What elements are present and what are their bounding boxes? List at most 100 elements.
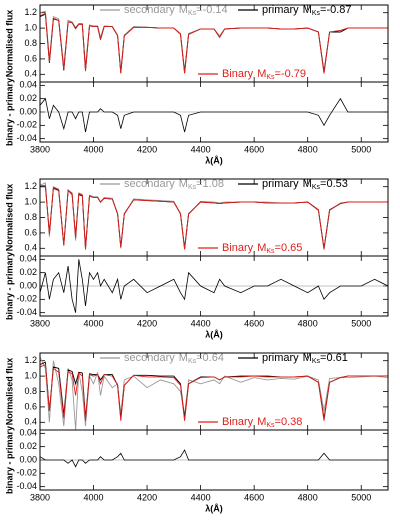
legend-entry: primary MKs=-0.87 bbox=[262, 4, 352, 17]
magnitude: 0.65 bbox=[281, 242, 302, 254]
magnitude: 0.38 bbox=[281, 416, 302, 428]
legend-name: Binary bbox=[222, 242, 254, 254]
x-tick-label: 4200 bbox=[137, 318, 157, 328]
magnitude-subscript: Ks bbox=[266, 248, 275, 255]
legend-name: secondary bbox=[124, 352, 175, 364]
y-tick-label: 0.8 bbox=[24, 38, 37, 48]
magnitude-symbol: M bbox=[303, 178, 312, 190]
legend-name: primary bbox=[262, 4, 299, 16]
x-tick-label: 5000 bbox=[351, 144, 371, 154]
equals: = bbox=[196, 4, 202, 16]
magnitude-subscript: Ks bbox=[266, 74, 275, 81]
y-tick-label: 0.04 bbox=[19, 80, 37, 90]
y-tick-label: 0.04 bbox=[19, 254, 37, 264]
x-tick-label: 5000 bbox=[351, 492, 371, 502]
x-tick-label: 4600 bbox=[244, 144, 264, 154]
x-tick-label: 3800 bbox=[30, 144, 50, 154]
y-tick-label: 0.6 bbox=[24, 401, 37, 411]
equals: = bbox=[196, 178, 202, 190]
y-axis-label: binary - primary bbox=[4, 252, 14, 320]
magnitude: 0.53 bbox=[326, 178, 347, 190]
legend-entry: primary MKs=0.53 bbox=[262, 178, 348, 191]
y-tick-label: 0.02 bbox=[19, 267, 37, 277]
magnitude: 0.61 bbox=[326, 352, 347, 364]
spectrum-line bbox=[40, 184, 388, 250]
magnitude-subscript: Ks bbox=[312, 184, 321, 191]
magnitude-symbol: M bbox=[257, 416, 266, 428]
x-tick-label: 4000 bbox=[84, 492, 104, 502]
x-tick-label: 5000 bbox=[351, 318, 371, 328]
spectrum-line bbox=[40, 356, 388, 430]
x-tick-label: 3800 bbox=[30, 318, 50, 328]
magnitude-symbol: M bbox=[257, 68, 266, 80]
y-tick-label: 0.4 bbox=[24, 69, 37, 79]
magnitude: -0.79 bbox=[281, 68, 306, 80]
axes-frame bbox=[39, 255, 389, 317]
x-tick-label: 4200 bbox=[137, 492, 157, 502]
x-axis-label: λ(Å) bbox=[205, 155, 223, 165]
residual-line bbox=[40, 259, 388, 313]
y-tick-label: 0.02 bbox=[19, 93, 37, 103]
legend-name: Binary bbox=[222, 68, 254, 80]
magnitude: 0.64 bbox=[203, 352, 224, 364]
y-tick-label: -0.04 bbox=[16, 481, 37, 491]
legend-entry: primary MKs=0.61 bbox=[262, 352, 348, 365]
panel: 0.4 0.6 0.8 1.0 1.2 Normalised flux -0.04 -0.02… bbox=[4, 352, 389, 513]
magnitude-symbol: M bbox=[179, 178, 188, 190]
y-tick-label: 0.02 bbox=[19, 441, 37, 451]
magnitude-subscript: Ks bbox=[312, 10, 321, 17]
x-tick-label: 4800 bbox=[298, 492, 318, 502]
y-tick-label: 0.4 bbox=[24, 243, 37, 253]
magnitude: -0.14 bbox=[203, 4, 228, 16]
axes-frame bbox=[39, 4, 389, 83]
magnitude-subscript: Ks bbox=[188, 358, 197, 365]
y-tick-label: -0.02 bbox=[16, 294, 37, 304]
legend-entry: Binary MKs=0.65 bbox=[222, 242, 302, 255]
legend-entry: secondary MKs=0.64 bbox=[124, 352, 224, 365]
equals: = bbox=[320, 178, 326, 190]
y-axis-label: binary - primary bbox=[4, 78, 14, 146]
spectrum-line bbox=[40, 361, 388, 419]
x-tick-label: 4000 bbox=[84, 318, 104, 328]
y-tick-label: 1.2 bbox=[24, 181, 37, 191]
panel: 0.4 0.6 0.8 1.0 1.2 Normalised flux -0.04 -0.02… bbox=[4, 178, 389, 339]
magnitude-symbol: M bbox=[257, 242, 266, 254]
equals: = bbox=[320, 352, 326, 364]
y-axis-label: binary - primary bbox=[4, 426, 14, 494]
x-tick-label: 4400 bbox=[191, 318, 211, 328]
axes-frame bbox=[39, 352, 389, 431]
spectrum-line bbox=[40, 363, 388, 421]
legend-entry: secondary MKs=-0.14 bbox=[124, 4, 228, 17]
y-tick-label: -0.04 bbox=[16, 307, 37, 317]
x-tick-label: 4800 bbox=[298, 144, 318, 154]
legend-entry: Binary MKs=0.38 bbox=[222, 416, 302, 429]
y-tick-label: 1.0 bbox=[24, 196, 37, 206]
spectrum-line bbox=[40, 10, 388, 71]
legend-entry: secondary MKs=1.08 bbox=[124, 178, 224, 191]
legend-entry: Binary MKs=-0.79 bbox=[222, 68, 306, 81]
legend-name: primary bbox=[262, 178, 299, 190]
x-axis-label: λ(Å) bbox=[205, 503, 223, 513]
x-tick-label: 3800 bbox=[30, 492, 50, 502]
equals: = bbox=[320, 4, 326, 16]
y-tick-label: 1.0 bbox=[24, 22, 37, 32]
y-axis-label: Normalised flux bbox=[4, 358, 14, 426]
magnitude-subscript: Ks bbox=[188, 10, 197, 17]
y-tick-label: 0.00 bbox=[19, 280, 37, 290]
magnitude-symbol: M bbox=[303, 352, 312, 364]
y-tick-label: 0.6 bbox=[24, 53, 37, 63]
x-tick-label: 4400 bbox=[191, 492, 211, 502]
spectrum-line bbox=[40, 13, 388, 73]
y-tick-label: 0.6 bbox=[24, 227, 37, 237]
y-tick-label: -0.02 bbox=[16, 120, 37, 130]
y-axis-label: Normalised flux bbox=[4, 10, 14, 78]
equals: = bbox=[196, 352, 202, 364]
magnitude-symbol: M bbox=[179, 352, 188, 364]
legend-name: Binary bbox=[222, 416, 254, 428]
y-tick-label: -0.02 bbox=[16, 468, 37, 478]
legend-name: secondary bbox=[124, 178, 175, 190]
y-tick-label: 0.4 bbox=[24, 417, 37, 427]
magnitude: 1.08 bbox=[203, 178, 224, 190]
x-tick-label: 4600 bbox=[244, 318, 264, 328]
